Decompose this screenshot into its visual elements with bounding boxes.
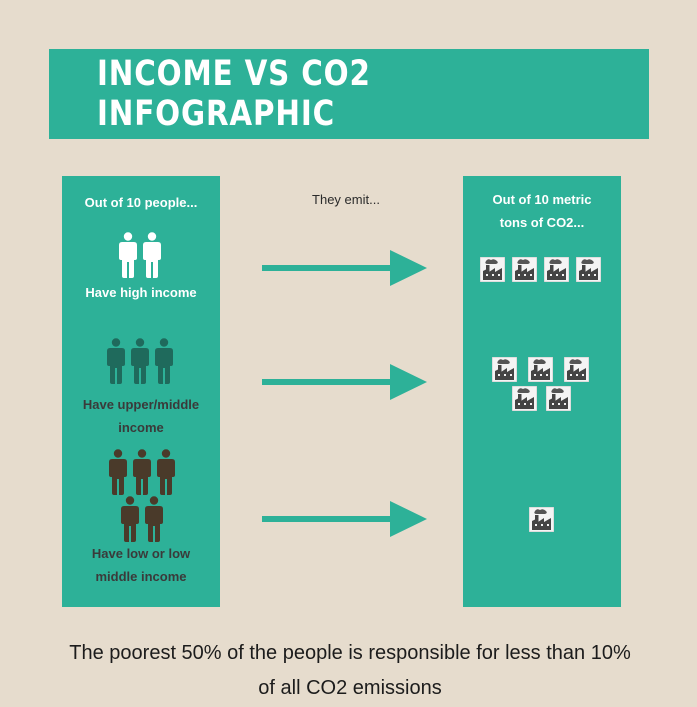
person-icon [156, 449, 176, 500]
factory-icon [545, 385, 572, 412]
title-banner: INCOME VS CO2 INFOGRAPHIC [49, 49, 649, 139]
factory-icon [511, 256, 538, 283]
factory-icon [563, 356, 590, 383]
factory-icon [575, 256, 602, 283]
emissions-heading: Out of 10 metric tons of CO2... [492, 192, 592, 230]
person-icon [132, 449, 152, 500]
emissions-panel: Out of 10 metric tons of CO2... [463, 176, 621, 607]
arrow-right-icon [262, 501, 427, 537]
person-icon [144, 496, 164, 547]
person-icon [108, 449, 128, 500]
person-icon [120, 496, 140, 547]
factory-icon [511, 385, 538, 412]
person-icon [130, 338, 150, 389]
person-icon [142, 232, 162, 283]
person-icon [106, 338, 126, 389]
factory-icon [491, 356, 518, 383]
person-icon [118, 232, 138, 283]
upper-middle-income-label: Have upper/middle income [82, 397, 200, 435]
footer-note: The poorest 50% of the people is respons… [69, 642, 631, 699]
factory-icon [543, 256, 570, 283]
person-icon [154, 338, 174, 389]
people-panel: Out of 10 people... Have high income Hav… [62, 176, 220, 607]
high-income-label: Have high income [85, 285, 197, 300]
arrow-right-icon [262, 250, 427, 286]
they-emit-label: They emit... [312, 192, 380, 207]
low-income-label: Have low or low middle income [91, 546, 191, 584]
people-heading: Out of 10 people... [84, 195, 198, 210]
page-title: INCOME VS CO2 INFOGRAPHIC [97, 54, 371, 134]
factory-icon [479, 256, 506, 283]
factory-icon [528, 506, 555, 533]
arrow-right-icon [262, 364, 427, 400]
factory-icon [527, 356, 554, 383]
